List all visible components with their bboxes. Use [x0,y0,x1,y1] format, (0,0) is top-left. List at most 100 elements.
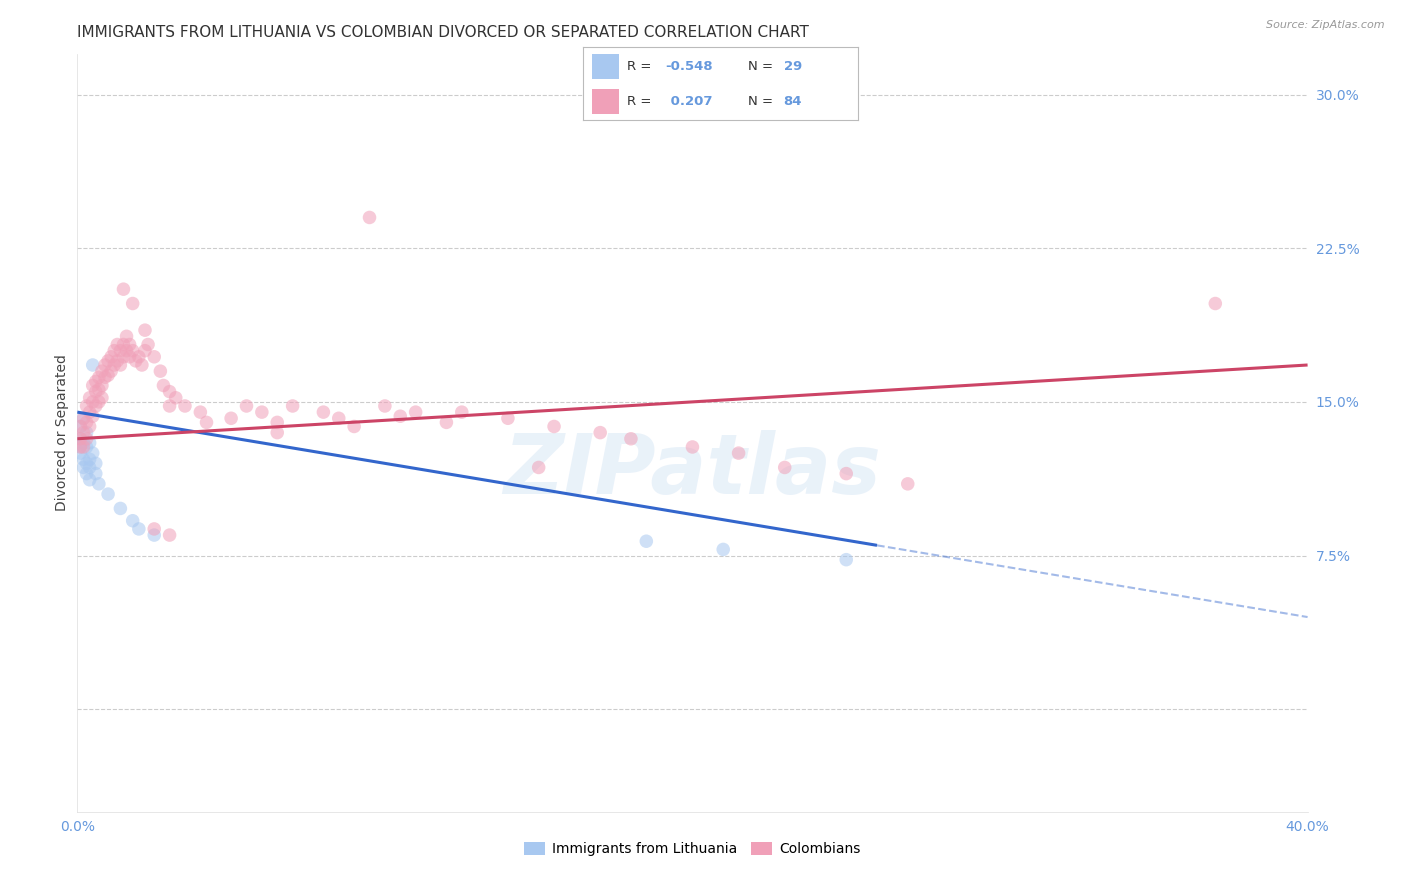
Text: N =: N = [748,95,778,108]
Point [125,354,148,368]
Point [69,432,91,446]
Point [103,358,125,372]
Point [235,399,257,413]
Point [79,452,101,467]
Point [773,460,796,475]
Point [90,378,114,392]
Point [159,384,181,399]
Point [128,350,150,364]
Point [359,211,381,225]
Point [143,528,166,542]
Point [69,432,91,446]
Point [527,460,550,475]
Point [110,358,132,372]
Point [90,364,114,378]
Point [115,343,138,358]
Point [128,522,150,536]
Point [118,350,141,364]
Point [90,391,114,405]
Point [79,435,101,450]
Point [159,399,181,413]
Point [97,368,120,383]
Point [76,440,98,454]
Point [100,350,122,364]
Point [328,411,350,425]
Point [143,350,166,364]
Point [496,411,519,425]
Point [82,378,104,392]
Point [82,395,104,409]
Point [281,399,304,413]
Point [72,411,94,425]
Point [343,419,366,434]
Point [105,354,128,368]
Point [450,405,472,419]
Point [620,432,643,446]
Text: 84: 84 [783,95,803,108]
Point [136,337,159,351]
Point [94,370,117,384]
Point [76,416,98,430]
Point [134,343,156,358]
Point [87,395,110,409]
Point [76,425,98,440]
Point [134,323,156,337]
Point [69,440,91,454]
Point [76,432,98,446]
Point [143,522,166,536]
Point [69,419,91,434]
Point [589,425,612,440]
Point [165,391,187,405]
Point [312,405,335,419]
Point [436,416,458,430]
Point [389,409,412,424]
Point [266,425,288,440]
Bar [592,54,619,78]
Point [69,446,91,460]
Point [159,528,181,542]
Point [405,405,427,419]
Point [266,416,288,430]
Point [82,446,104,460]
Point [152,378,174,392]
Point [195,416,218,430]
Point [110,501,132,516]
Point [121,343,143,358]
Text: 29: 29 [783,60,801,73]
Point [72,440,94,454]
Point [76,399,98,413]
Text: 0.207: 0.207 [666,95,713,108]
Point [174,399,197,413]
Point [72,460,94,475]
Point [97,487,120,501]
Point [835,552,858,566]
Point [79,473,101,487]
Point [112,282,135,296]
Point [79,405,101,419]
Point [69,440,91,454]
Point [79,419,101,434]
Point [84,384,107,399]
Point [87,383,110,397]
Point [112,350,135,364]
Point [682,440,704,454]
Point [121,514,143,528]
Text: -0.548: -0.548 [666,60,713,73]
Point [149,364,172,378]
Point [94,358,117,372]
Point [250,405,273,419]
Point [727,446,749,460]
Point [84,467,107,481]
Point [100,364,122,378]
Point [105,337,128,351]
Point [72,435,94,450]
Point [97,354,120,368]
Point [112,337,135,351]
Point [84,456,107,470]
Point [110,343,132,358]
Y-axis label: Divorced or Separated: Divorced or Separated [55,354,69,511]
Point [897,476,920,491]
Point [835,467,858,481]
Point [374,399,396,413]
Text: IMMIGRANTS FROM LITHUANIA VS COLOMBIAN DIVORCED OR SEPARATED CORRELATION CHART: IMMIGRANTS FROM LITHUANIA VS COLOMBIAN D… [77,25,810,40]
